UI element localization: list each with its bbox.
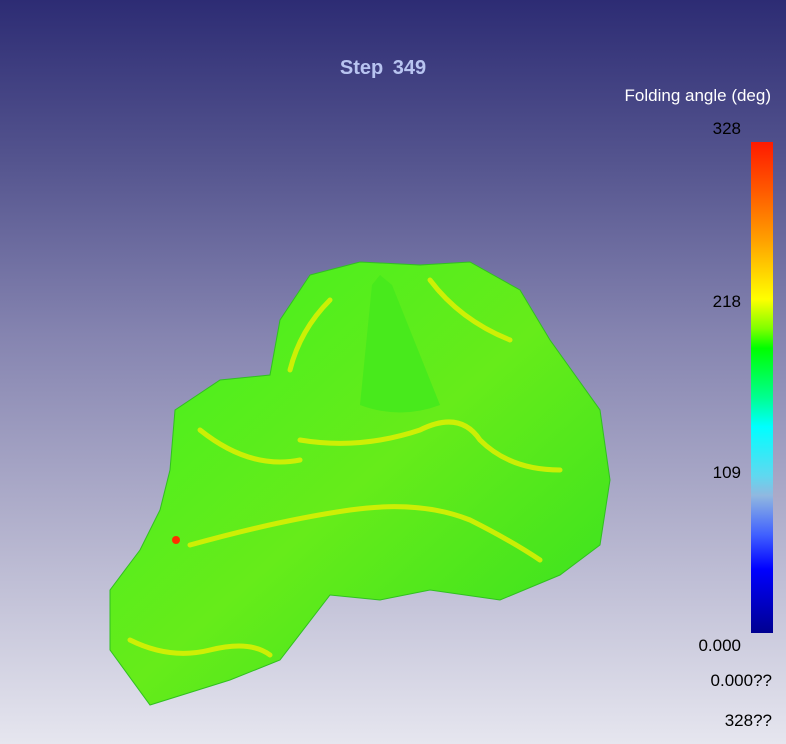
colorbar-title: Folding angle (deg) — [624, 86, 771, 105]
fold-ridge — [187, 504, 543, 563]
cone-spire — [360, 275, 440, 413]
colorbar-tick: 218 — [712, 292, 741, 311]
range-min-label: 0.000?? — [710, 671, 772, 690]
fold-ridge — [427, 277, 513, 343]
colorbar-tick: 109 — [712, 463, 741, 482]
surface-body — [109, 261, 611, 706]
fold-ridge — [297, 419, 563, 473]
fold-ridge — [127, 637, 273, 658]
step-title: Step 349 — [339, 57, 427, 79]
colorbar-tick-min: 0.000 — [698, 636, 741, 655]
hotspot — [172, 536, 180, 544]
colorbar-tick-max: 328 — [712, 119, 741, 138]
colorbar-scale — [751, 142, 773, 633]
fold-ridge — [197, 427, 303, 465]
fold-ridge — [287, 297, 333, 373]
range-max-label: 328?? — [724, 711, 772, 730]
